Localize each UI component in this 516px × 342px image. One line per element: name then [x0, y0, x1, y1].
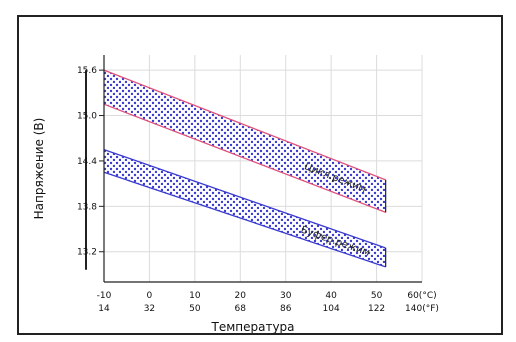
y-tick-label: 13.2: [77, 248, 97, 258]
x-tick-label-celsius: 20: [235, 291, 247, 301]
axes: [85, 55, 422, 283]
x-tick-label-celsius: 10: [189, 291, 201, 301]
x-tick-label-fahrenheit: 14: [98, 304, 110, 314]
x-tick-label-celsius: 30: [280, 291, 292, 301]
x-tick-label-celsius: 0: [147, 291, 153, 301]
x-tick-label-fahrenheit: 32: [144, 304, 155, 314]
y-tick-label: 14.4: [77, 157, 97, 167]
band-upper-line: [103, 148, 386, 249]
band-area: [104, 70, 386, 213]
x-axis-label: Температура: [210, 320, 294, 333]
y-tick-label: 15.6: [77, 66, 97, 76]
x-tick-label-fahrenheit: 86: [280, 304, 292, 314]
x-tick-label-fahrenheit: 104: [323, 304, 340, 314]
y-axis-label: Напряжение (В): [32, 118, 46, 220]
x-tick-label-fahrenheit: 122: [368, 304, 385, 314]
band-upper-line: [103, 69, 386, 181]
x-tick-label-celsius: -10: [97, 291, 112, 301]
band-lower-line: [103, 171, 386, 268]
x-tick-label-fahrenheit: 68: [235, 304, 247, 314]
x-tick-label-fahrenheit: 50: [189, 304, 201, 314]
band-area: [104, 149, 386, 267]
y-tick-label: 15.0: [77, 112, 97, 122]
y-tick-label: 13.8: [77, 202, 97, 212]
chart-frame: Цикл.режим Буфер.режим 15.6 15.0 14.4 13.8 13…: [17, 15, 503, 335]
tick-labels: 15.6 15.0 14.4 13.8 13.2 -10 14 0 32 10 50 20 68 30 86…: [77, 66, 439, 314]
band-lower-line: [103, 103, 386, 213]
x-tick-label-fahrenheit: 140(°F): [405, 304, 439, 314]
x-tick-label-celsius: 60(°C): [407, 291, 436, 301]
x-tick-label-celsius: 40: [325, 291, 337, 301]
x-tick-label-celsius: 50: [371, 291, 383, 301]
